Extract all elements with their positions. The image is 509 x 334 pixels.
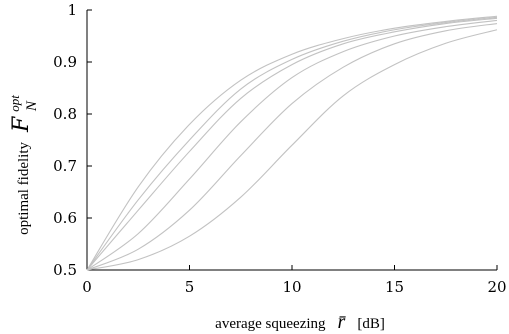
y-axis-title-superscript: opt <box>7 95 22 112</box>
x-axis-title-text: average squeezing <box>215 316 326 332</box>
series-line-4 <box>86 19 498 271</box>
y-axis-title-subscript: N <box>24 100 40 112</box>
series-line-2 <box>86 16 498 271</box>
series-line-6 <box>86 29 498 271</box>
y-tick-label: 0.8 <box>53 105 77 123</box>
y-tick-label: 1 <box>67 1 77 19</box>
y-axis-title-symbol: F <box>9 116 34 133</box>
x-tick-label: 15 <box>385 278 404 296</box>
series-line-1 <box>86 15 498 271</box>
y-tick-label: 0.5 <box>53 261 77 279</box>
x-axis-ticks: 0 5 10 15 20 <box>82 265 507 296</box>
svg-text:optimal fidelity F: optimal fidelity F opt N <box>6 91 40 235</box>
series-line-5 <box>86 22 498 271</box>
y-tick-label: 0.7 <box>53 157 77 175</box>
series-lines <box>86 15 498 271</box>
x-tick-label: 5 <box>185 278 195 296</box>
x-axis-title-unit: [dB] <box>357 316 385 332</box>
y-axis-title: optimal fidelity F opt N <box>6 91 40 235</box>
x-tick-label: 0 <box>82 278 92 296</box>
y-axis-ticks: 0.5 0.6 0.7 0.8 0.9 1 <box>53 1 92 279</box>
svg-text:average squeezing r̄: average squeezing r̄ [dB] <box>215 311 385 333</box>
y-axis-title-text: optimal fidelity <box>16 141 32 234</box>
x-tick-label: 10 <box>282 278 301 296</box>
series-line-3 <box>86 17 498 271</box>
y-tick-label: 0.9 <box>53 53 77 71</box>
y-tick-label: 0.6 <box>53 209 77 227</box>
x-axis-title-symbol: r̄ <box>338 311 346 333</box>
x-axis-title: average squeezing r̄ [dB] <box>215 311 385 333</box>
plot-frame <box>86 10 497 271</box>
x-tick-label: 20 <box>487 278 506 296</box>
